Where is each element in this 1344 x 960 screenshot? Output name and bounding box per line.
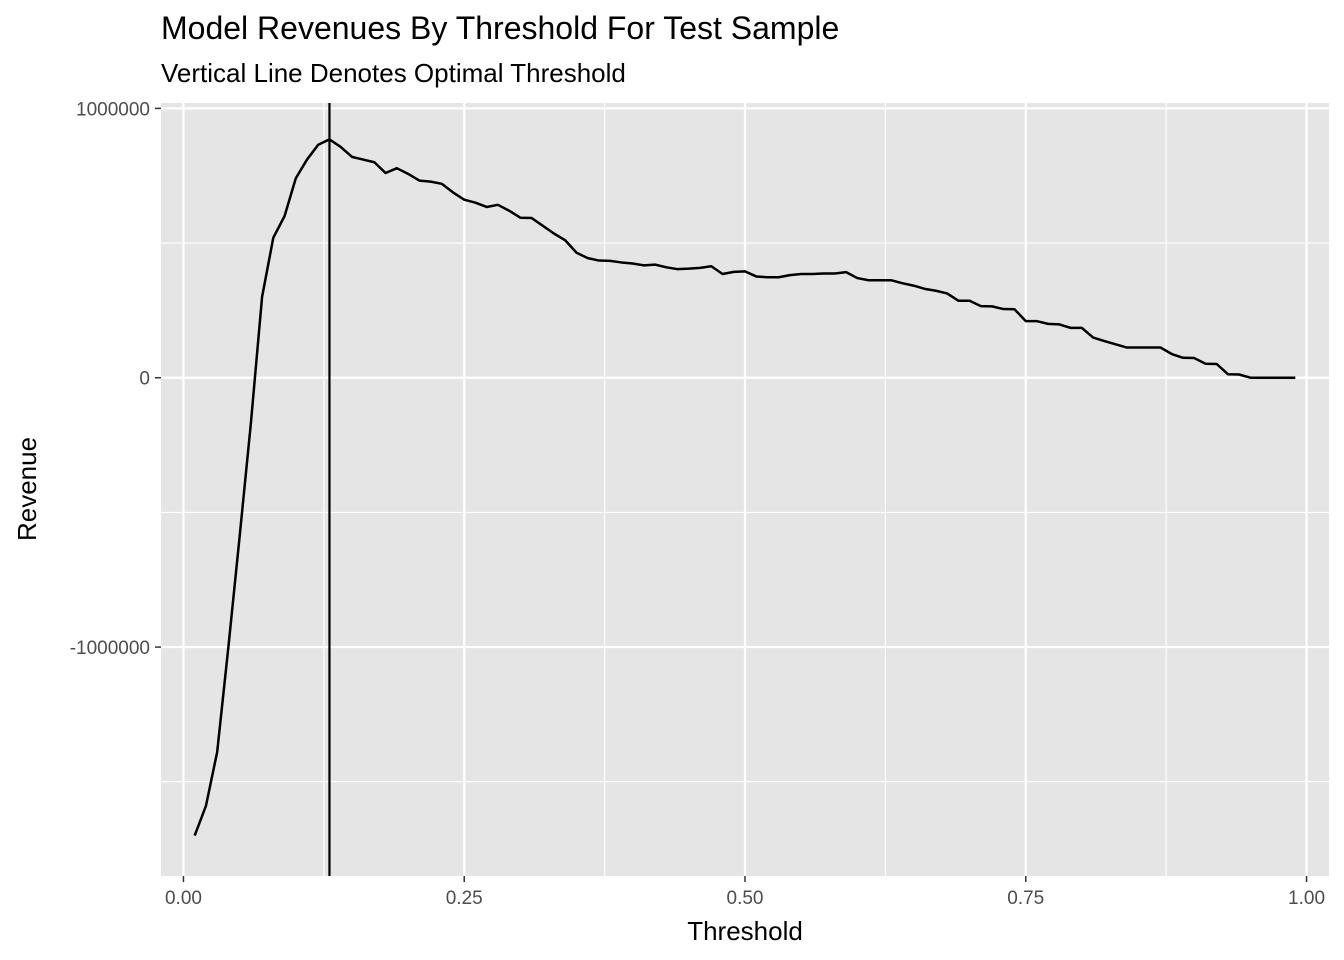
x-tick-label: 1.00 (1288, 888, 1325, 909)
x-axis-title: Threshold (687, 916, 803, 946)
y-axis-title: Revenue (12, 437, 42, 541)
x-tick-label: 0.50 (727, 888, 764, 909)
data-layer (193, 103, 1296, 876)
x-tick-label: 0.75 (1007, 888, 1044, 909)
y-tick-label: 0 (139, 369, 150, 390)
x-tick-label: 0.25 (446, 888, 483, 909)
axes: 0.00 0.25 0.50 0.75 1.00 -1000000 0 1000000 (70, 99, 1325, 909)
y-tick-label: 1000000 (76, 99, 150, 120)
chart-title: Model Revenues By Threshold For Test Sam… (161, 10, 840, 46)
chart-subtitle: Vertical Line Denotes Optimal Threshold (161, 58, 626, 88)
y-tick-label: -1000000 (70, 638, 150, 659)
revenue-line (193, 138, 1296, 837)
grid-lines (161, 103, 1329, 876)
x-tick-label: 0.00 (165, 888, 202, 909)
